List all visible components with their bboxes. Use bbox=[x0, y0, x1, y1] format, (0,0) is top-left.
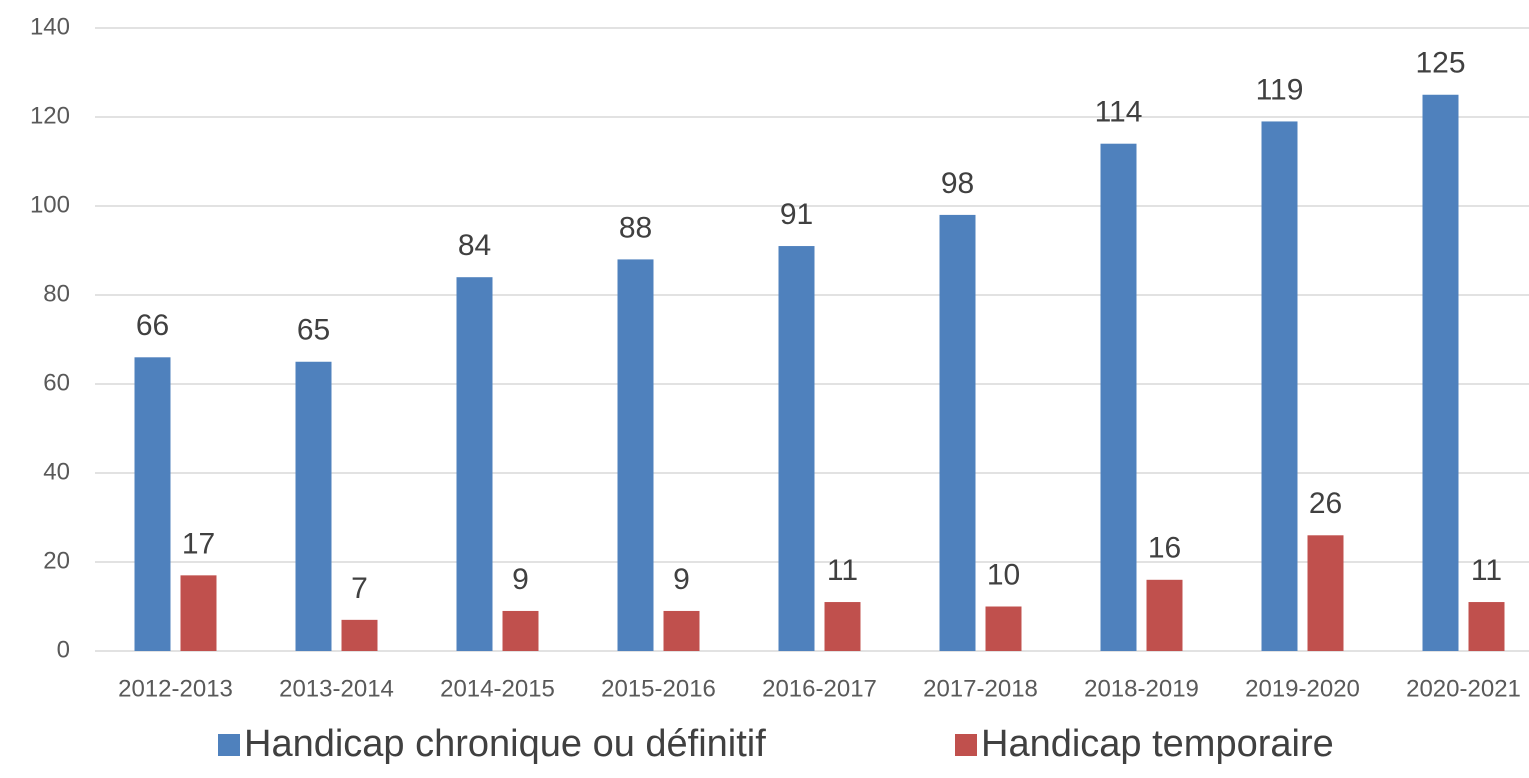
value-label: 11 bbox=[827, 554, 858, 587]
bar bbox=[778, 246, 815, 652]
bar bbox=[1422, 94, 1459, 651]
x-tick-label: 2015-2016 bbox=[601, 675, 716, 702]
value-label: 9 bbox=[673, 563, 690, 596]
value-label: 66 bbox=[136, 309, 169, 342]
bar bbox=[985, 606, 1022, 651]
y-tick-label: 140 bbox=[30, 13, 70, 40]
value-label: 16 bbox=[1148, 532, 1181, 565]
value-label: 119 bbox=[1256, 73, 1304, 106]
value-label: 9 bbox=[512, 563, 529, 596]
y-tick-label: 120 bbox=[30, 102, 70, 129]
y-tick-label: 80 bbox=[43, 280, 70, 307]
bar bbox=[502, 610, 539, 651]
bar bbox=[1307, 535, 1344, 651]
bar bbox=[1146, 579, 1183, 651]
x-tick-label: 2017-2018 bbox=[923, 675, 1038, 702]
y-tick-label: 20 bbox=[43, 547, 70, 574]
value-label: 7 bbox=[351, 572, 368, 605]
bar bbox=[134, 357, 171, 651]
value-label: 84 bbox=[458, 229, 491, 262]
value-label: 125 bbox=[1415, 47, 1465, 80]
x-tick-label: 2020-2021 bbox=[1406, 675, 1521, 702]
legend-label: Handicap chronique ou définitif bbox=[244, 723, 766, 765]
x-tick-label: 2016-2017 bbox=[762, 675, 877, 702]
legend-swatch bbox=[218, 734, 240, 756]
value-label: 26 bbox=[1309, 487, 1342, 520]
legend-swatch bbox=[955, 734, 977, 756]
y-tick-label: 0 bbox=[57, 636, 70, 663]
bar bbox=[295, 361, 332, 651]
bar bbox=[1100, 143, 1137, 651]
value-label: 98 bbox=[941, 167, 974, 200]
bar bbox=[180, 575, 217, 651]
x-tick-label: 2019-2020 bbox=[1245, 675, 1360, 702]
legend-label: Handicap temporaire bbox=[981, 723, 1334, 765]
x-tick-label: 2014-2015 bbox=[440, 675, 555, 702]
bar bbox=[824, 602, 861, 651]
bar bbox=[939, 214, 976, 651]
value-label: 10 bbox=[987, 558, 1020, 591]
value-label: 88 bbox=[619, 211, 652, 244]
y-tick-label: 100 bbox=[30, 191, 70, 218]
y-tick-label: 60 bbox=[43, 369, 70, 396]
value-label: 91 bbox=[780, 198, 813, 231]
x-tick-label: 2013-2014 bbox=[279, 675, 394, 702]
bar bbox=[663, 610, 700, 651]
bar bbox=[617, 259, 654, 651]
value-label: 11 bbox=[1471, 554, 1502, 587]
bar bbox=[1468, 602, 1505, 651]
value-label: 65 bbox=[297, 314, 330, 347]
x-tick-label: 2018-2019 bbox=[1084, 675, 1199, 702]
value-label: 114 bbox=[1095, 96, 1143, 129]
bar bbox=[1261, 121, 1298, 651]
bar bbox=[341, 619, 378, 651]
bar bbox=[456, 277, 493, 651]
y-tick-label: 40 bbox=[43, 458, 70, 485]
value-label: 17 bbox=[182, 527, 215, 560]
x-tick-label: 2012-2013 bbox=[118, 675, 233, 702]
